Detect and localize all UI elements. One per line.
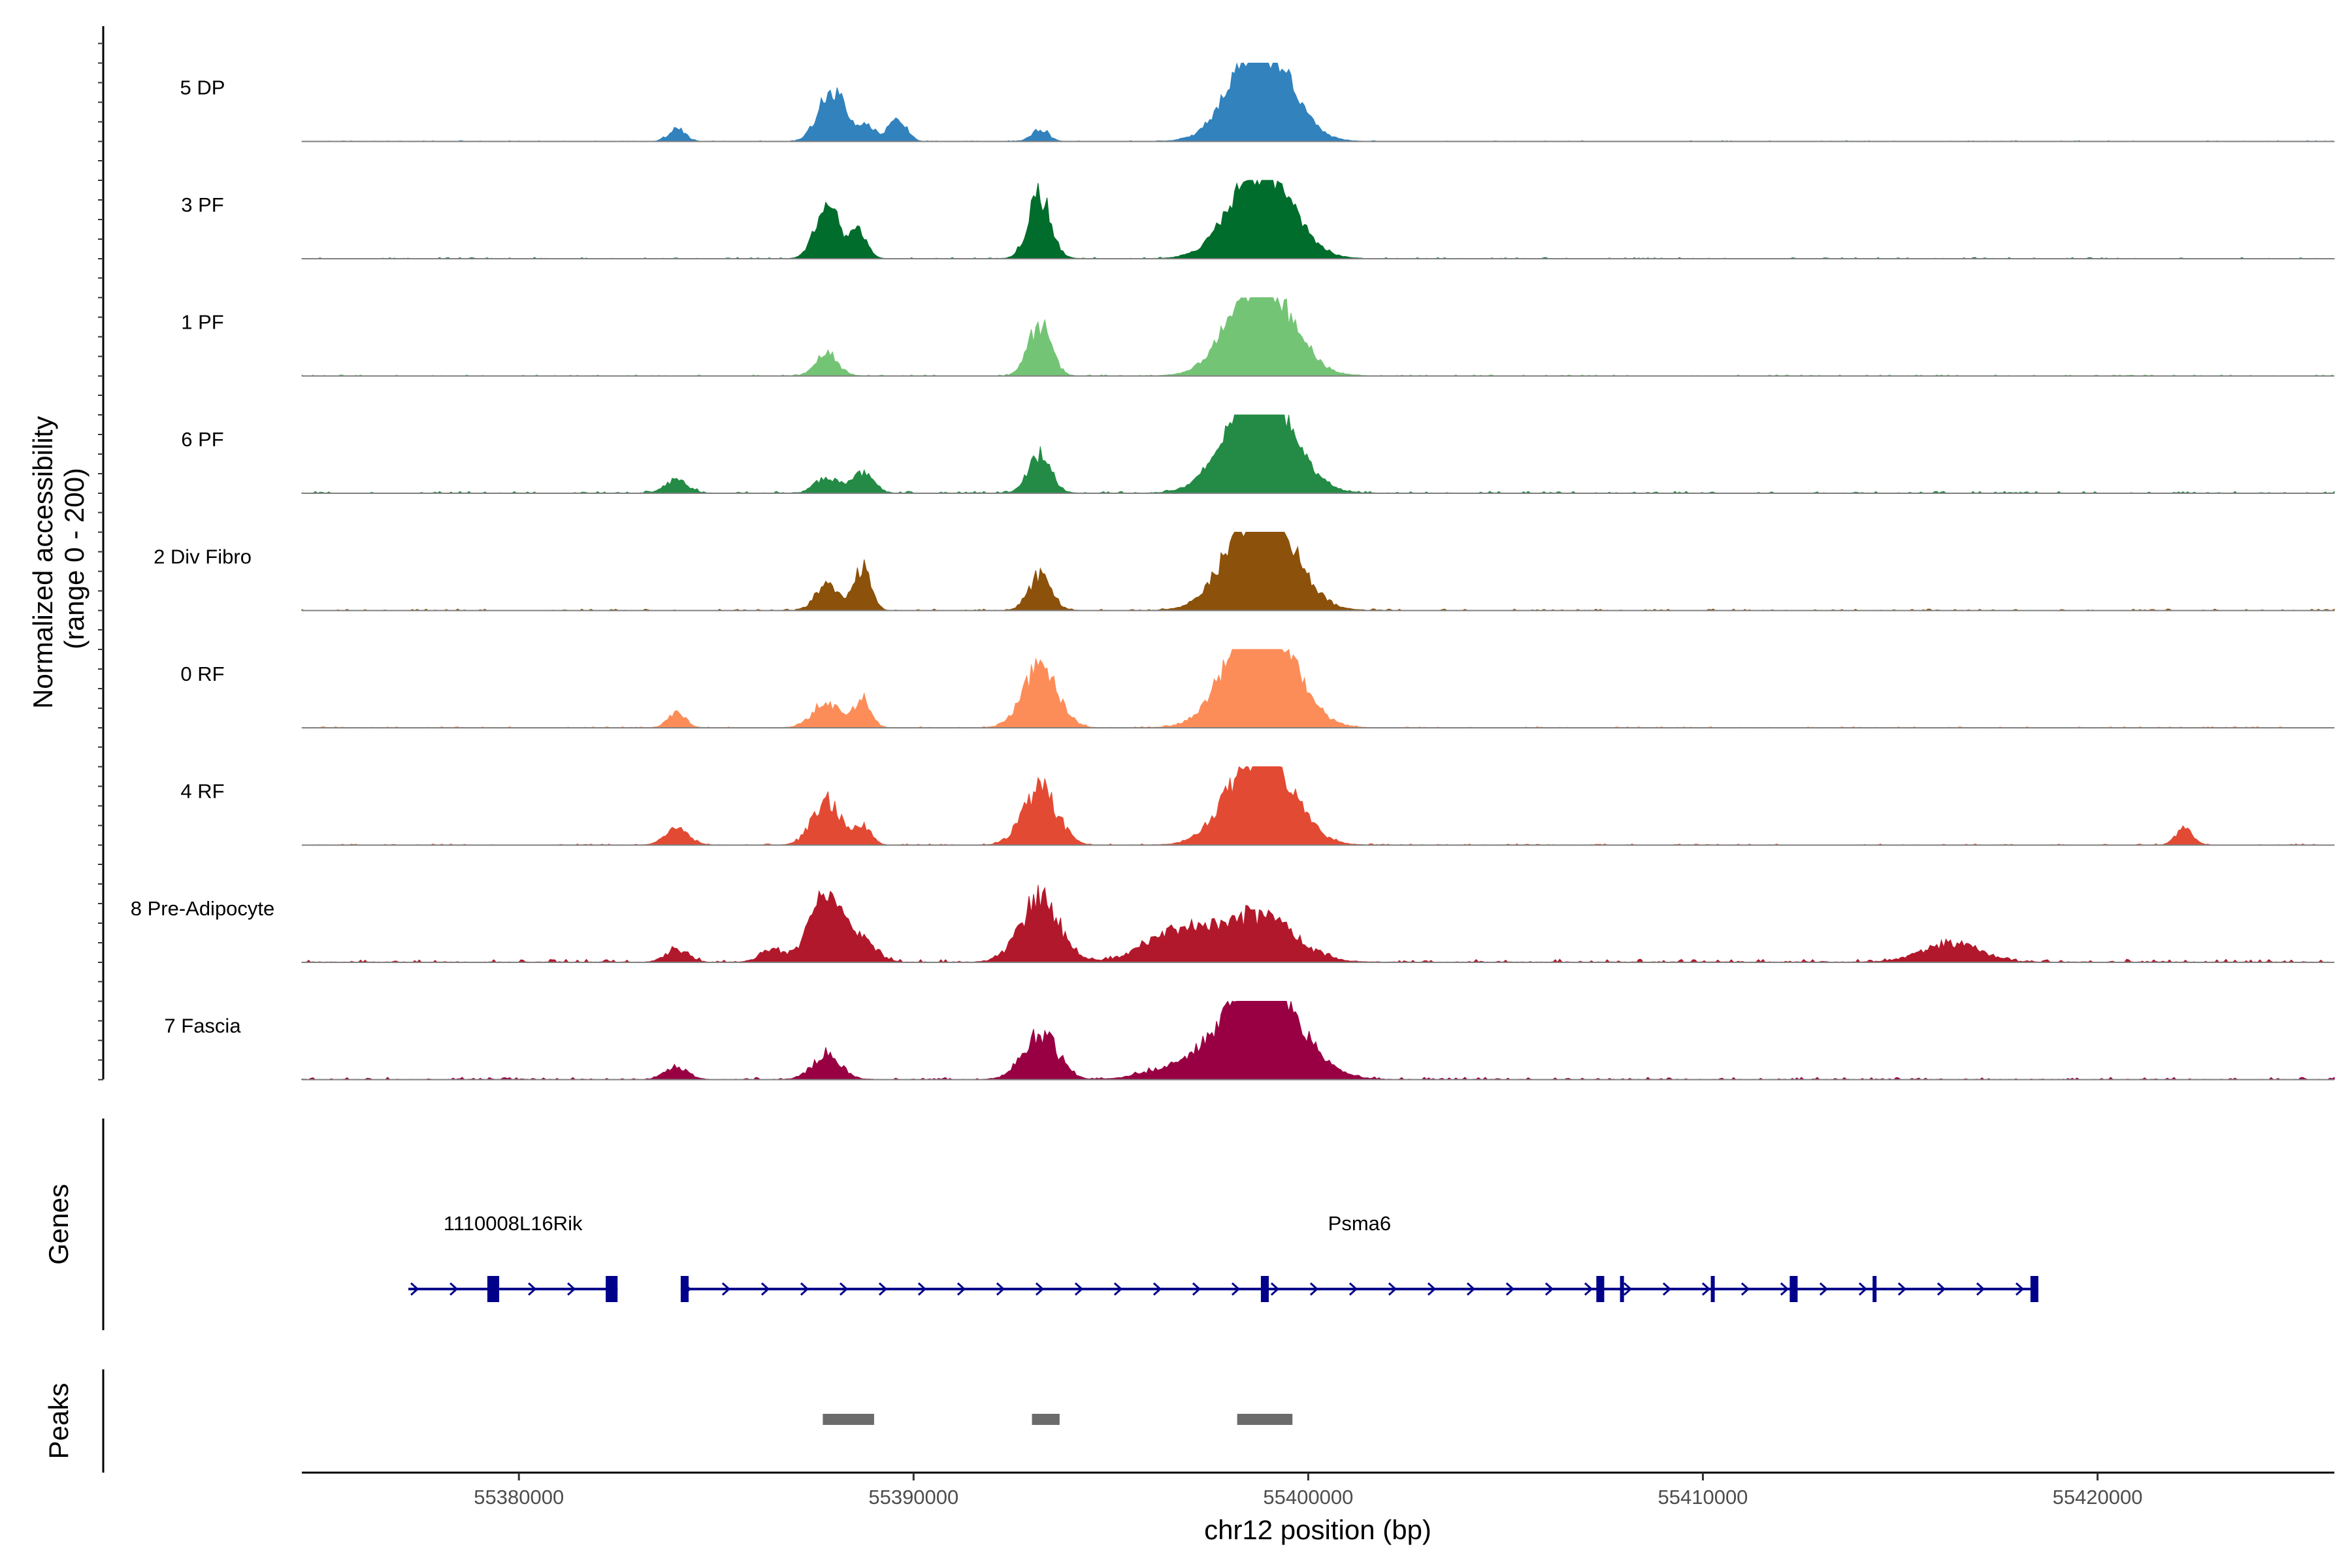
strand-arrow-icon <box>1505 1282 1515 1296</box>
strand-arrow-icon <box>1819 1282 1829 1296</box>
strand-arrow-icon <box>1740 1282 1750 1296</box>
track-7-fascia: 7 Fascia <box>164 1000 2335 1081</box>
strand-arrow-icon <box>1192 1282 1201 1296</box>
x-tick-label: 55420000 <box>2053 1486 2143 1509</box>
peak-regions <box>823 1414 1293 1425</box>
coverage-area <box>301 62 2335 142</box>
coverage-tracks: 5 DP 3 PF 1 PF 6 PF 2 Div Fibro 0 RF 4 RF 8 Pre… <box>131 62 2335 1081</box>
coverage-area <box>301 1000 2335 1081</box>
strand-arrow-icon <box>1623 1282 1633 1296</box>
y-axis-title: Normalized accessibility (range 0 - 200) <box>27 408 90 709</box>
exon <box>680 1276 689 1302</box>
track-0-rf: 0 RF <box>180 648 2335 728</box>
strand-arrow-icon <box>1152 1282 1162 1296</box>
track-label: 0 RF <box>180 662 224 685</box>
strand-arrow-icon <box>1348 1282 1358 1296</box>
x-tick-label: 55400000 <box>1263 1486 1353 1509</box>
strand-arrow-icon <box>1035 1282 1045 1296</box>
strand-arrow-icon <box>567 1282 576 1296</box>
track-label: 7 Fascia <box>164 1015 241 1037</box>
track-8-pre-adipocyte: 8 Pre-Adipocyte <box>131 885 2335 963</box>
track-label: 5 DP <box>180 76 225 99</box>
exon <box>606 1276 618 1302</box>
exon <box>2030 1276 2038 1302</box>
strand-arrow-icon <box>528 1282 537 1296</box>
strand-arrow-icon <box>721 1282 731 1296</box>
track-label: 3 PF <box>181 193 223 216</box>
coverage-area <box>301 297 2335 377</box>
track-3-pf: 3 PF <box>181 179 2335 259</box>
x-tick-label: 55390000 <box>868 1486 958 1509</box>
gene-label: Psma6 <box>1328 1212 1391 1235</box>
y-axis-title-line-1: Normalized accessibility <box>27 416 58 709</box>
peak-region <box>823 1414 874 1425</box>
exon <box>1872 1276 1877 1302</box>
strand-arrow-icon <box>1466 1282 1476 1296</box>
strand-arrow-icon <box>1113 1282 1123 1296</box>
strand-arrow-icon <box>1662 1282 1672 1296</box>
peaks-panel-title: Peaks <box>43 1383 74 1460</box>
strand-arrow-icon <box>1976 1282 1985 1296</box>
track-label: 2 Div Fibro <box>154 546 252 568</box>
strand-arrow-icon <box>1231 1282 1241 1296</box>
strand-arrow-icon <box>2015 1282 2025 1296</box>
track-label: 6 PF <box>181 428 223 451</box>
coverage-area <box>301 885 2335 963</box>
strand-arrow-icon <box>1936 1282 1946 1296</box>
strand-arrow-icon <box>1270 1282 1280 1296</box>
strand-arrow-icon <box>917 1282 927 1296</box>
strand-arrow-icon <box>1858 1282 1868 1296</box>
strand-arrow-icon <box>1309 1282 1319 1296</box>
strand-arrow-icon <box>1701 1282 1711 1296</box>
gene-annotations: 1110008L16Rik Psma6 <box>408 1212 2038 1302</box>
strand-arrow-icon <box>800 1282 809 1296</box>
track-6-pf: 6 PF <box>181 414 2335 494</box>
exon <box>1260 1276 1269 1302</box>
strand-arrow-icon <box>1388 1282 1397 1296</box>
x-tick-label: 55380000 <box>474 1486 564 1509</box>
coverage-area <box>301 414 2335 494</box>
strand-arrow-icon <box>1897 1282 1907 1296</box>
exon <box>1620 1276 1624 1302</box>
strand-arrow-icon <box>760 1282 770 1296</box>
strand-arrow-icon <box>839 1282 849 1296</box>
strand-arrow-icon <box>996 1282 1005 1296</box>
strand-arrow-icon <box>956 1282 966 1296</box>
strand-arrow-icon <box>1584 1282 1593 1296</box>
strand-arrow-icon <box>1074 1282 1084 1296</box>
track-label: 1 PF <box>181 311 223 334</box>
coverage-area <box>301 766 2335 846</box>
coverage-area <box>301 532 2335 612</box>
track-5-dp: 5 DP <box>180 62 2335 142</box>
peak-region <box>1032 1414 1060 1425</box>
track-label: 8 Pre-Adipocyte <box>131 897 275 920</box>
exon <box>1710 1276 1715 1302</box>
exon <box>1789 1276 1798 1302</box>
x-axis-title: chr12 position (bp) <box>1204 1514 1431 1545</box>
exon <box>487 1276 500 1302</box>
x-axis-ticks: 55380000 55390000 55400000 55410000 55420000 <box>474 1473 2143 1509</box>
strand-arrow-icon <box>1544 1282 1554 1296</box>
coverage-area <box>301 648 2335 728</box>
genes-panel-title: Genes <box>43 1184 74 1265</box>
x-tick-label: 55410000 <box>1658 1486 1748 1509</box>
y-axis-title-line-2: (range 0 - 200) <box>59 468 90 649</box>
gene-label: 1110008L16Rik <box>444 1212 583 1235</box>
track-4-rf: 4 RF <box>180 766 2335 846</box>
strand-arrow-icon <box>1780 1282 1789 1296</box>
track-2-div-fibro: 2 Div Fibro <box>154 532 2335 612</box>
peak-region <box>1237 1414 1293 1425</box>
strand-arrow-icon <box>410 1282 419 1296</box>
track-label: 4 RF <box>180 780 224 803</box>
coverage-area <box>301 179 2335 259</box>
gene-psma6: Psma6 <box>680 1212 2038 1302</box>
strand-arrow-icon <box>1427 1282 1437 1296</box>
track-1-pf: 1 PF <box>181 297 2335 377</box>
gene-1110008l16rik: 1110008L16Rik <box>408 1212 618 1302</box>
exon <box>1596 1276 1605 1302</box>
strand-arrow-icon <box>449 1282 459 1296</box>
coverage-y-axis <box>98 26 105 1081</box>
strand-arrow-icon <box>878 1282 888 1296</box>
